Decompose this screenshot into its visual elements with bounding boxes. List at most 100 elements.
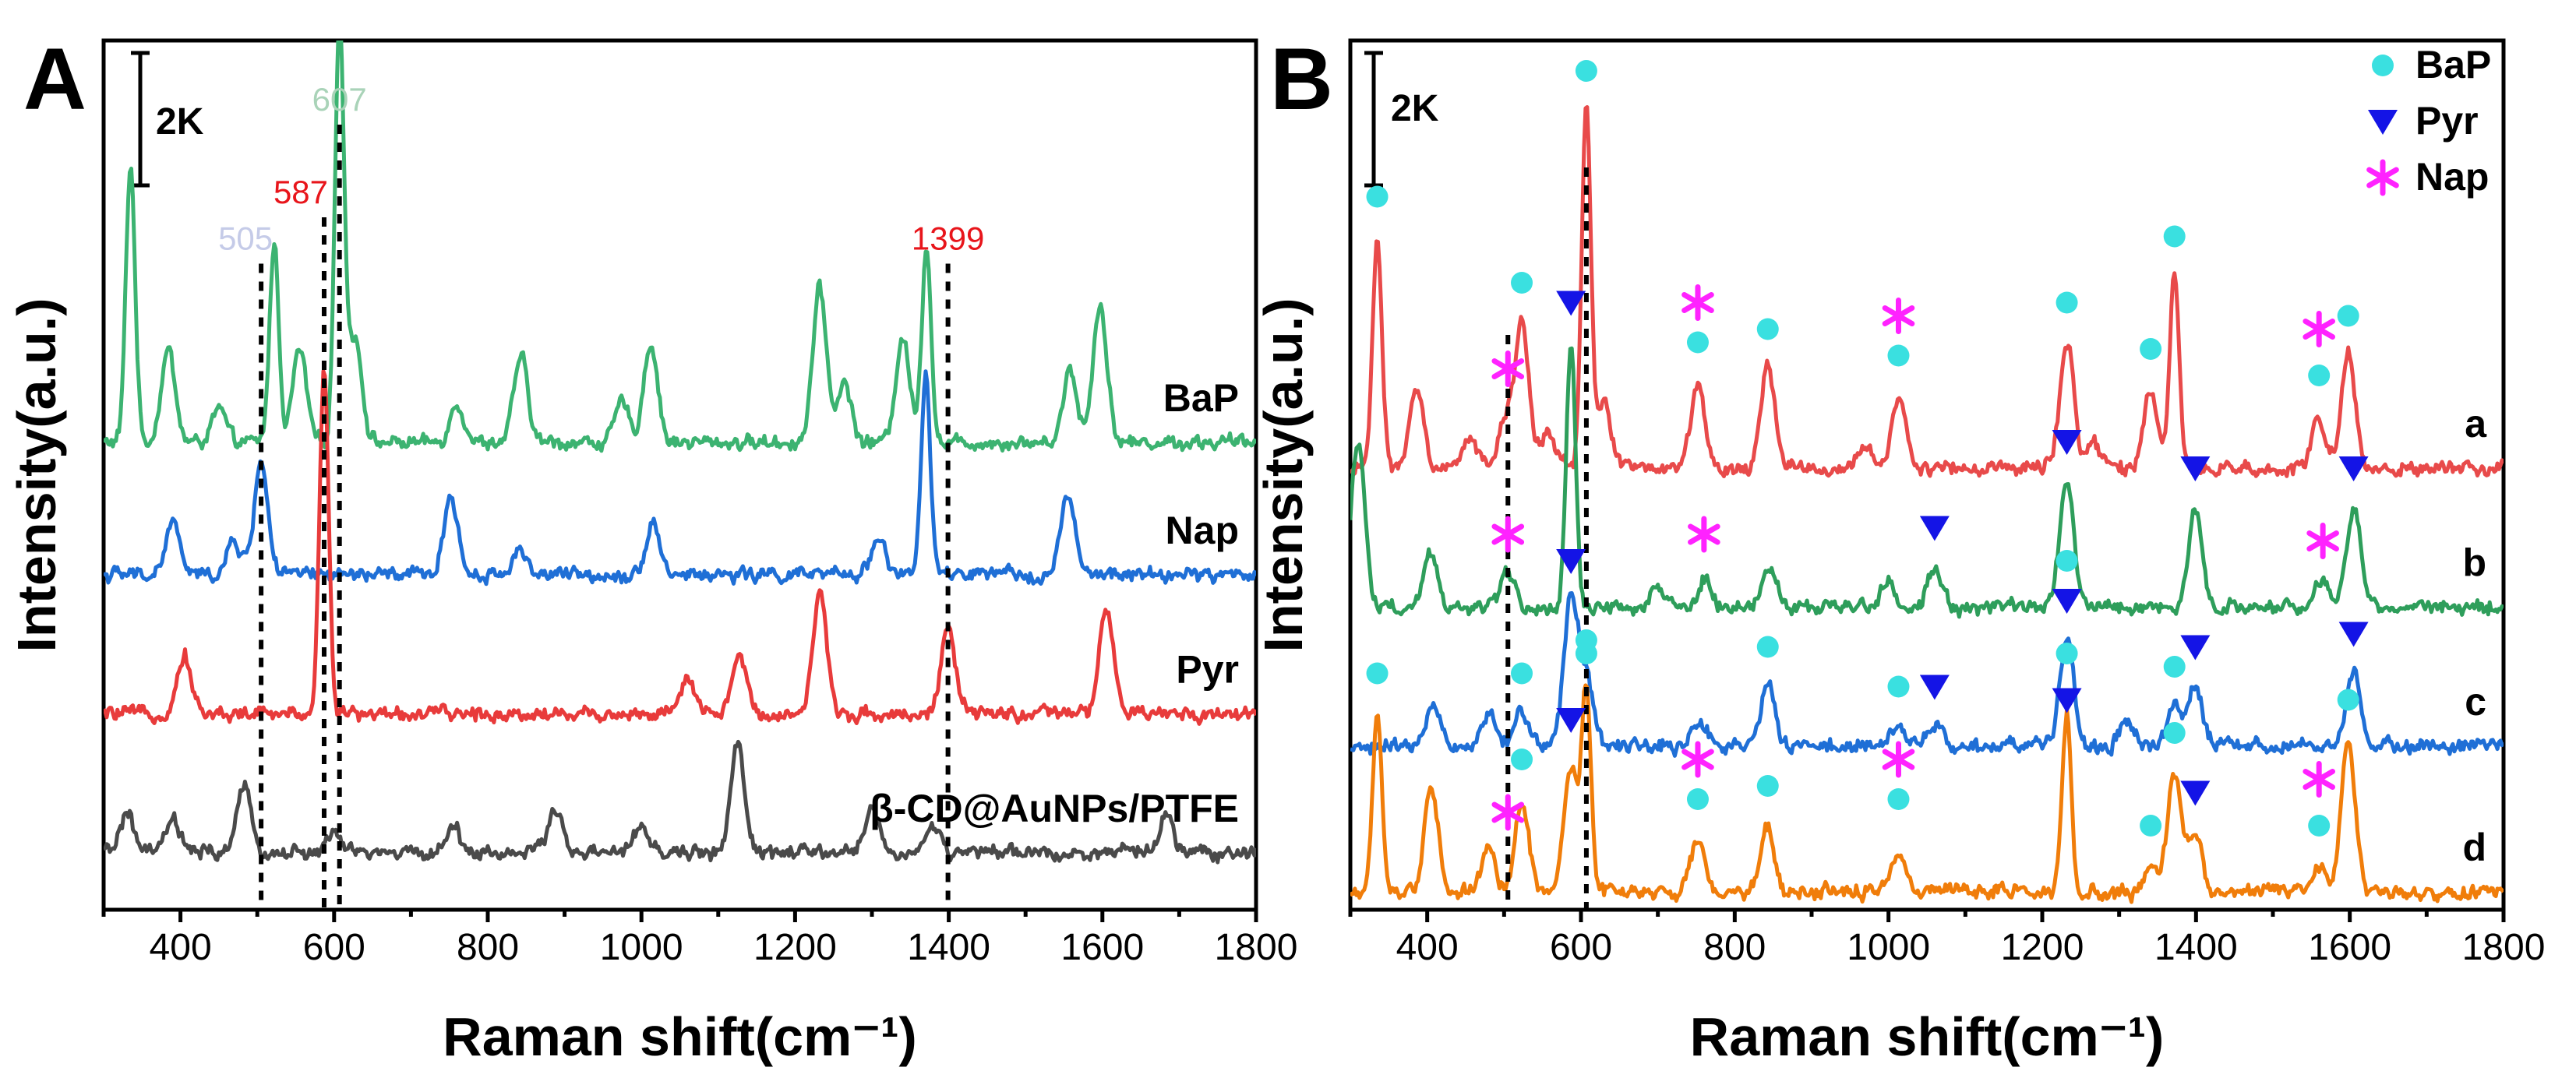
- bap-marker: [2056, 291, 2078, 314]
- panel-b: B 400 600 800 1000 1200 1400 1600 1800 Raman shif…: [1253, 30, 2545, 1067]
- trace-label-c: c: [2465, 680, 2486, 724]
- x-tick-label: 1200: [2001, 927, 2084, 968]
- bap-marker: [1887, 788, 1910, 810]
- bap-marker: [2372, 55, 2394, 76]
- peak-label-607: 607: [312, 81, 367, 118]
- bap-marker: [1686, 788, 1709, 810]
- x-tick-label: 1200: [753, 927, 837, 968]
- nap-marker-stroke: [1681, 292, 1714, 313]
- bap-marker: [2056, 643, 2078, 664]
- pyr-marker: [1556, 549, 1586, 574]
- trace-label-Nap: Nap: [1166, 509, 1239, 552]
- nap-marker: [2303, 761, 2336, 798]
- x-tick-label: 1400: [907, 927, 990, 968]
- panel-letter: A: [23, 30, 86, 128]
- spectrum-a: [1350, 105, 2504, 478]
- bap-marker: [2163, 656, 2186, 678]
- nap-marker: [2366, 159, 2399, 196]
- legend-label-bap: BaP: [2415, 43, 2491, 86]
- bap-marker: [1887, 675, 1910, 698]
- pyr-marker: [1556, 708, 1586, 733]
- pyr-marker: [2180, 780, 2211, 806]
- x-tick-label: 1600: [1060, 927, 1144, 968]
- x-axis-label: Raman shift(cm⁻¹): [1690, 1006, 2165, 1067]
- x-tick-label: 800: [1703, 927, 1766, 968]
- plot-frame: [1348, 38, 2506, 912]
- nap-marker-stroke: [1882, 305, 1915, 326]
- panel-a: A 400 600 800 1000 1200 1400 1600 1800 Raman shif…: [6, 30, 1297, 1067]
- bap-marker: [2337, 689, 2359, 711]
- plot-area: [1350, 105, 2504, 904]
- pyr-marker: [2052, 430, 2082, 455]
- plot-area: [104, 41, 1256, 865]
- bap-marker: [1366, 185, 1389, 208]
- x-axis-label: Raman shift(cm⁻¹): [443, 1006, 917, 1067]
- bap-marker: [2308, 815, 2331, 837]
- bap-marker: [1686, 331, 1709, 354]
- nap-marker: [2306, 523, 2339, 559]
- nap-marker: [1491, 350, 1525, 387]
- nap-marker: [1681, 284, 1714, 321]
- pyr-marker: [2180, 635, 2211, 660]
- x-tick-label: 1000: [1847, 927, 1930, 968]
- x-tick-label: 400: [150, 927, 212, 968]
- spectrum-BaP: [104, 41, 1256, 453]
- bap-marker: [2056, 550, 2078, 572]
- spectrum-Nap: [104, 369, 1256, 587]
- pyr-marker: [2052, 688, 2082, 713]
- bap-marker: [1575, 643, 1597, 664]
- trace-label-blank: β-CD@AuNPs/PTFE: [870, 787, 1239, 830]
- spectrum-Pyr: [104, 369, 1256, 726]
- x-tick-label: 1800: [2462, 927, 2546, 968]
- trace-label-Pyr: Pyr: [1176, 648, 1239, 692]
- nap-marker-stroke: [1882, 749, 1915, 770]
- bap-marker: [2163, 225, 2186, 248]
- bap-marker: [1756, 636, 1779, 658]
- bap-marker: [1511, 749, 1533, 770]
- x-tick-label: 400: [1396, 927, 1459, 968]
- nap-marker-stroke: [2366, 167, 2399, 188]
- nap-marker-stroke: [1491, 523, 1525, 545]
- x-tick-label: 1000: [600, 927, 683, 968]
- spectrum-c: [1350, 591, 2504, 758]
- spectrum-blank: [104, 739, 1256, 865]
- panel-letter: B: [1270, 30, 1333, 128]
- scale-bar-label: 2K: [1391, 88, 1439, 129]
- legend-label-nap: Nap: [2415, 155, 2489, 199]
- pyr-marker: [1919, 516, 1950, 541]
- nap-marker-stroke: [1491, 358, 1525, 379]
- bap-marker: [1511, 662, 1533, 685]
- peak-label-587: 587: [273, 174, 328, 210]
- x-tick-label: 600: [303, 927, 365, 968]
- peak-label-505: 505: [218, 220, 273, 257]
- pyr-marker: [2338, 622, 2369, 647]
- plot-frame: [101, 38, 1258, 912]
- nap-marker: [1491, 516, 1525, 553]
- pyr-marker: [2052, 589, 2082, 614]
- trace-label-d: d: [2462, 826, 2486, 869]
- pyr-marker: [1556, 291, 1586, 316]
- x-tick-label: 800: [457, 927, 519, 968]
- spectrum-b: [1350, 346, 2504, 619]
- nap-marker-stroke: [2306, 530, 2339, 551]
- legend-label-pyr: Pyr: [2415, 99, 2479, 143]
- pyr-marker: [2180, 456, 2211, 481]
- bap-marker: [1511, 272, 1533, 294]
- scale-bar-label: 2K: [156, 101, 204, 143]
- peak-label-1399: 1399: [912, 220, 984, 257]
- bap-marker: [1756, 775, 1779, 797]
- trace-label-b: b: [2462, 541, 2486, 585]
- y-axis-label: Intensity(a.u.): [1253, 298, 1314, 652]
- pyr-marker: [2338, 456, 2369, 481]
- bap-marker: [2308, 365, 2331, 386]
- nap-marker: [1882, 741, 1915, 778]
- bap-marker: [1575, 60, 1597, 82]
- trace-label-a: a: [2465, 402, 2487, 446]
- x-tick-label: 1600: [2308, 927, 2391, 968]
- nap-marker-stroke: [2303, 769, 2336, 790]
- bap-marker: [1366, 662, 1389, 685]
- bap-marker: [2140, 338, 2162, 360]
- nap-marker: [1681, 741, 1714, 778]
